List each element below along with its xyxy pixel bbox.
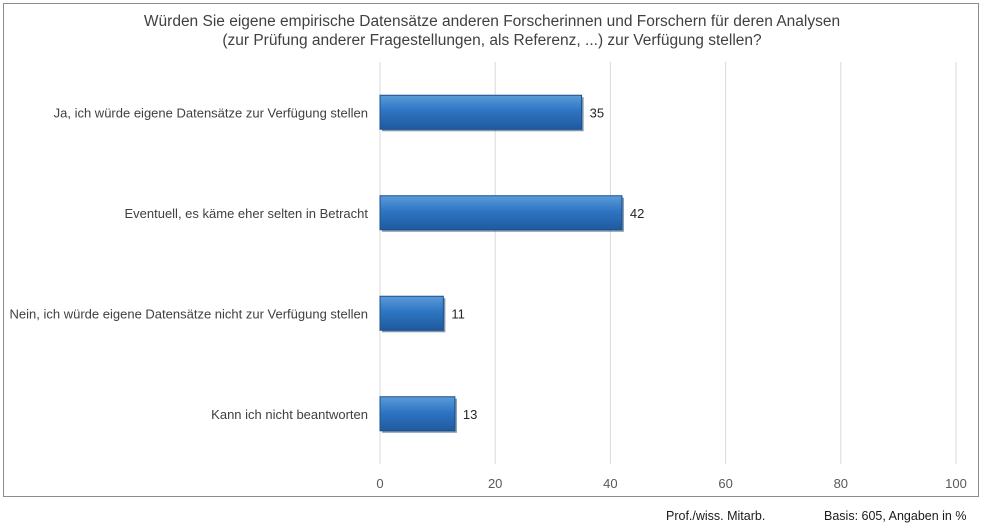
data-label-1: 42	[630, 206, 644, 221]
data-label-2: 11	[451, 306, 465, 321]
bar-0	[379, 94, 583, 130]
category-label-0: Ja, ich würde eigene Datensätze zur Verf…	[54, 105, 368, 120]
chart-frame: Würden Sie eigene empirische Datensätze …	[3, 3, 979, 497]
category-label-3: Kann ich nicht beantworten	[211, 407, 368, 422]
footer-basis-label: Basis: 605, Angaben in %	[824, 509, 967, 523]
chart-title: Würden Sie eigene empirische Datensätze …	[4, 12, 980, 50]
category-label-2: Nein, ich würde eigene Datensätze nicht …	[10, 306, 368, 321]
category-label-1: Eventuell, es käme eher selten in Betrac…	[124, 206, 368, 221]
bar-3	[379, 396, 456, 432]
x-tick-label-60: 60	[718, 476, 732, 491]
chart-title-line-2: (zur Prüfung anderer Fragestellungen, al…	[222, 32, 762, 49]
data-label-3: 13	[463, 407, 477, 422]
chart-title-line-1: Würden Sie eigene empirische Datensätze …	[143, 13, 841, 30]
x-tick-label-20: 20	[488, 476, 502, 491]
x-tick-label-80: 80	[834, 476, 848, 491]
footer-group-label: Prof./wiss. Mitarb.	[666, 509, 766, 523]
x-tick-label-100: 100	[945, 476, 967, 491]
x-tick-label-40: 40	[603, 476, 617, 491]
bar-2	[379, 295, 444, 331]
bar-1	[379, 195, 623, 231]
data-label-0: 35	[590, 105, 604, 120]
x-tick-label-0: 0	[376, 476, 383, 491]
